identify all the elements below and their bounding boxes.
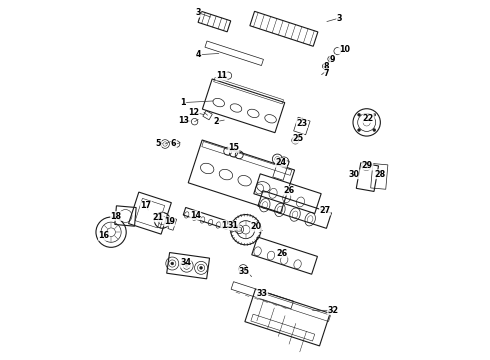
Text: 10: 10 xyxy=(339,45,350,54)
Text: 26: 26 xyxy=(283,186,294,195)
Text: 26: 26 xyxy=(276,249,287,258)
Text: 34: 34 xyxy=(180,258,191,267)
Circle shape xyxy=(373,129,376,131)
Text: 13: 13 xyxy=(178,116,189,125)
Text: 1: 1 xyxy=(180,98,186,107)
Text: 6: 6 xyxy=(171,139,176,148)
Text: 21: 21 xyxy=(152,213,164,222)
Text: 2: 2 xyxy=(213,117,219,126)
Text: 7: 7 xyxy=(324,69,329,78)
Text: 23: 23 xyxy=(296,119,307,128)
Text: 27: 27 xyxy=(319,206,330,215)
Text: 11: 11 xyxy=(216,71,227,80)
Text: 9: 9 xyxy=(330,55,335,64)
Text: 14: 14 xyxy=(190,211,201,220)
Circle shape xyxy=(185,264,188,267)
Text: 3: 3 xyxy=(337,14,342,23)
Circle shape xyxy=(199,266,202,269)
Circle shape xyxy=(373,113,376,116)
Text: 15: 15 xyxy=(228,144,239,153)
Text: 32: 32 xyxy=(328,306,339,315)
Text: 24: 24 xyxy=(275,158,287,167)
Text: 35: 35 xyxy=(239,267,250,276)
Text: 18: 18 xyxy=(111,212,122,220)
Text: 30: 30 xyxy=(348,170,359,179)
Text: 28: 28 xyxy=(374,170,386,179)
Text: 15: 15 xyxy=(221,220,232,230)
Circle shape xyxy=(171,262,174,265)
Text: 29: 29 xyxy=(362,161,373,170)
Text: 12: 12 xyxy=(188,108,199,117)
Text: 19: 19 xyxy=(164,217,175,226)
Text: 22: 22 xyxy=(363,114,374,122)
Text: 31: 31 xyxy=(228,221,239,230)
Text: 3: 3 xyxy=(196,8,201,17)
Text: 8: 8 xyxy=(324,63,330,72)
Circle shape xyxy=(358,113,361,116)
Text: 33: 33 xyxy=(257,289,268,298)
Text: 17: 17 xyxy=(141,202,151,210)
Text: 25: 25 xyxy=(293,134,304,143)
Text: 4: 4 xyxy=(196,50,202,59)
Text: 20: 20 xyxy=(250,222,261,231)
Text: 5: 5 xyxy=(156,139,161,148)
Text: 16: 16 xyxy=(98,231,109,240)
Circle shape xyxy=(358,129,361,131)
